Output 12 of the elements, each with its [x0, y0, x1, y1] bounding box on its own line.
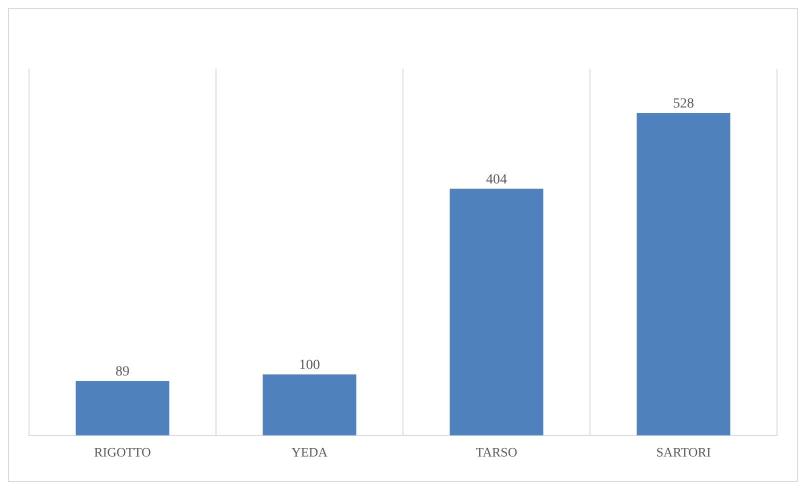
- bar: [450, 188, 544, 436]
- x-tick-label: TARSO: [476, 444, 518, 460]
- x-tick-label: YEDA: [291, 444, 328, 460]
- bar: [636, 112, 730, 436]
- x-tick-label: SARTORI: [656, 444, 711, 460]
- data-label: 89: [116, 364, 130, 380]
- data-label: 528: [673, 96, 694, 112]
- data-label: 404: [486, 172, 507, 188]
- data-label: 100: [299, 358, 320, 374]
- bar: [76, 381, 170, 436]
- x-tick-label: RIGOTTO: [94, 444, 151, 460]
- bar: [262, 374, 356, 436]
